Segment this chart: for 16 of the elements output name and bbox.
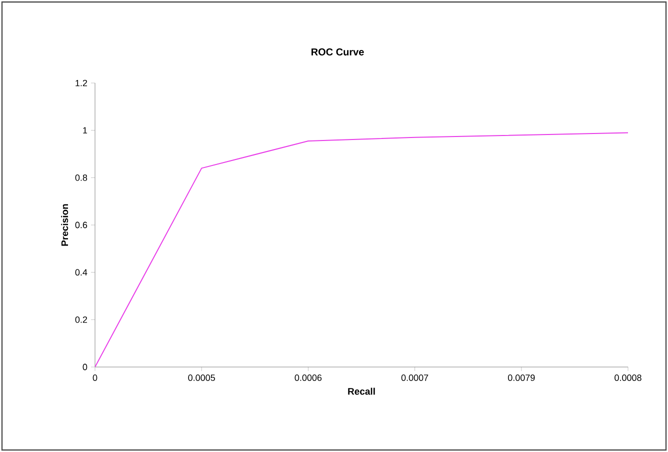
y-tick-label: 0.8	[75, 174, 88, 181]
x-tick-label: 0.0079	[508, 374, 535, 381]
x-tick-label: 0.0005	[188, 374, 215, 381]
x-axis-title: Recall	[348, 388, 375, 395]
x-tick-label: 0.0008	[614, 374, 642, 381]
y-tick-label: 0	[82, 364, 88, 370]
y-tick-label: 0.2	[75, 316, 88, 323]
chart-title: ROC Curve	[312, 48, 364, 56]
y-tick-label: 0.4	[75, 269, 88, 276]
x-tick-label: 0.0006	[294, 374, 322, 381]
y-tick-label: 1	[83, 127, 88, 134]
y-axis-title: Precision	[61, 204, 68, 246]
x-tick-label: 0.0007	[401, 374, 428, 381]
y-tick-label: 1.2	[76, 80, 88, 86]
x-tick-label: 0	[92, 374, 98, 381]
y-tick-label: 0.6	[75, 222, 88, 228]
